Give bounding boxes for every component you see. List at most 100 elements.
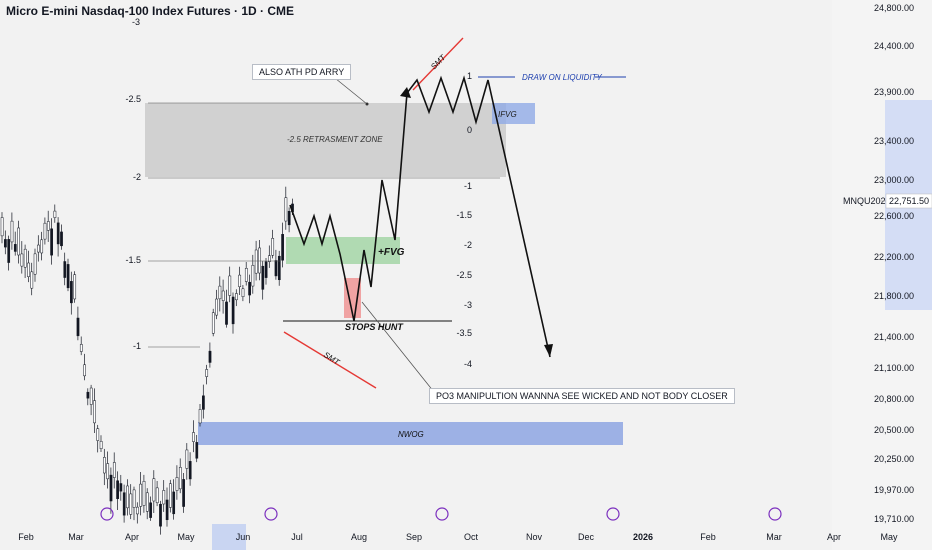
time-range-highlight [212,524,246,550]
price-tick: 20,800.00 [874,394,914,404]
time-tick: Mar [766,532,782,542]
time-tick: Feb [18,532,34,542]
price-tick: 19,710.00 [874,514,914,524]
candle-body [89,387,93,405]
candle-body [43,222,47,240]
candle-body [185,449,189,469]
candle-body [169,483,172,508]
ifvg-label: IFVG [498,110,517,119]
fib-right-label: -2.5 [456,270,472,280]
fvg-label: +FVG [378,247,405,258]
arrow-head-down [544,344,553,357]
time-tick: Feb [700,532,716,542]
candle-body [56,222,60,245]
fib-right-label: 1 [467,71,472,81]
candle-body [53,210,57,218]
price-tick: 23,900.00 [874,87,914,97]
candle-body [172,491,176,515]
candle-body [215,298,218,316]
price-tick: 21,100.00 [874,363,914,373]
candle-body [66,264,70,289]
stops-hunt-zone [344,278,361,318]
time-tick: Apr [827,532,841,542]
price-tick: 21,800.00 [874,291,914,301]
candle-body [228,275,232,296]
candle-body [182,479,185,507]
fib-left-label: -1.5 [125,255,141,265]
last-price-label: 22,751.50 [889,196,929,206]
candle-body [119,483,123,492]
fib-right-label: -3 [464,300,472,310]
candle-body [37,244,40,253]
candle-body [218,285,222,300]
time-axis: Feb Mar Apr May Jun Jul Aug Sep Oct Nov Dec 2026 Feb… [18,532,898,542]
po3-note: PO3 MANIPULTION WANNNA SEE WICKED AND NO… [429,388,735,404]
candle-body [284,197,288,222]
price-tick: 22,200.00 [874,252,914,262]
candle-body [10,220,14,243]
fib-left-label: -2 [133,172,141,182]
fib-right-label: -1 [464,181,472,191]
fib-right-label: -2 [464,240,472,250]
candle-body [211,312,215,334]
candle-body [40,239,44,254]
candle-body [241,288,245,297]
candle-body [235,293,238,301]
candle-body [208,350,212,363]
candle-body [225,301,228,325]
price-tick: 24,800.00 [874,3,914,13]
candle-body [17,227,20,256]
candle-body [277,255,281,281]
candle-body [258,247,261,274]
smt-line-top [412,37,464,91]
symbol-label: MNQU2025 [843,196,891,206]
candle-body [271,238,275,256]
candle-body [93,400,96,424]
candle-body [96,428,100,441]
price-tick: 23,400.00 [874,136,914,146]
candle-body [112,462,116,478]
candle-body [0,217,4,237]
candle-body [30,271,34,289]
candle-body [155,487,159,504]
fib-left-label: -1 [133,341,141,351]
time-tick: Jun [236,532,251,542]
candle-body [33,253,37,275]
candle-body [192,432,195,442]
time-tick: 2026 [633,532,653,542]
candle-body [109,474,113,502]
price-tick: 20,250.00 [874,454,914,464]
candle-body [27,262,30,277]
candle-body [238,274,242,288]
price-tick: 24,400.00 [874,41,914,51]
fib-right-label: 0 [467,125,472,135]
candle-body [63,261,67,278]
candle-body [274,260,278,277]
candle-body [178,467,182,490]
candle-body [122,492,126,516]
candle-body [129,493,133,515]
candle-body [287,210,291,226]
candle-body [221,290,225,301]
fib-left-label: -3 [132,17,140,27]
candle-body [142,481,146,506]
event-icons[interactable] [100,507,782,521]
fib-right-label: -1.5 [456,210,472,220]
candle-body [7,239,11,263]
candle-body [60,231,63,247]
fib-right-label: -3.5 [456,328,472,338]
candle-body [175,477,179,491]
time-tick: Dec [578,532,595,542]
stops-hunt-label: STOPS HUNT [345,322,404,332]
candle-body [86,391,90,399]
candle-body [205,369,209,377]
candle-body [79,344,83,352]
fib-left-label: -2.5 [125,94,141,104]
time-tick: Aug [351,532,367,542]
candle-body [149,502,152,518]
chart-title: Micro E-mini Nasdaq-100 Index Futures · … [6,4,295,18]
time-tick: Mar [68,532,84,542]
candle-body [248,281,251,296]
candle-body [132,489,136,508]
